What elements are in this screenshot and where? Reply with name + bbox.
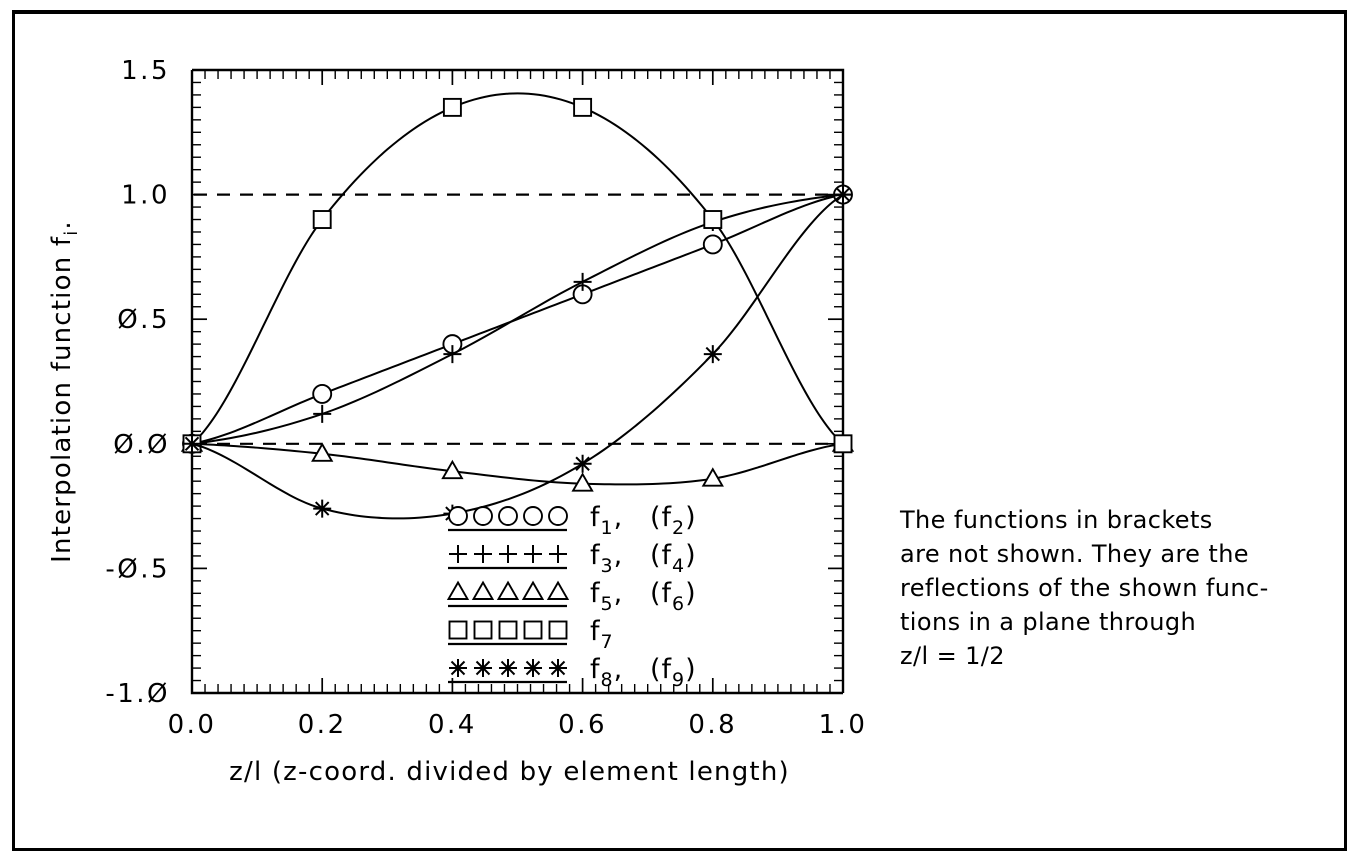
legend-entry-f1: f1, (f2) [448,502,697,539]
datapoint-f7-3 [573,97,593,117]
legend-marker-square [448,620,468,640]
datapoint-f7-5 [833,434,853,454]
note-line: tions in a plane through [900,608,1196,636]
legend-marker-circle [448,506,468,526]
legend-marker-square [548,620,568,640]
legend-entry-f5: f5, (f6) [446,578,697,615]
legend-marker-square [473,620,493,640]
x-tick-label: 0.0 [168,710,217,740]
legend-entry-f3: f3, (f4) [448,540,697,577]
legend-marker-triangle [546,580,570,600]
curve-f3 [191,193,844,445]
x-tick-label: 0.4 [428,710,477,740]
legend-entry-f7: f7 [448,616,614,653]
datapoint-f5-2 [441,459,464,480]
series-f8 [183,185,852,523]
note-line: The functions in brackets [899,506,1213,534]
datapoint-f5-1 [311,442,334,462]
note-line: z/l = 1/2 [900,642,1005,670]
datapoint-f1-4 [702,234,723,255]
y-tick-label: Ø.5 [117,305,170,335]
y-axis-title-text: Interpolation function fi. [47,220,82,563]
legend-marker-triangle [521,580,545,600]
datapoint-f7-4 [703,210,723,229]
x-tick-label: 0.8 [688,710,737,740]
datapoint-f3-2 [443,345,462,364]
y-tick-label: 1.0 [121,181,170,211]
legend-marker-triangle [496,580,520,600]
legend-label: f7 [590,616,614,653]
legend-marker-plus [449,545,467,563]
legend-marker-plus [549,545,567,563]
legend-bracket-label: (f2) [650,502,697,539]
legend-marker-circle [548,506,568,526]
legend-marker-star [524,659,542,677]
datapoint-f3-3 [573,272,592,291]
datapoint-f8-1 [313,499,332,518]
legend-label: f1, [590,502,623,539]
datapoint-f5-3 [571,472,594,492]
legend-marker-plus [499,545,517,563]
legend-marker-circle [473,506,493,526]
legend-marker-star [474,659,492,677]
curve-f8 [191,193,844,520]
legend-label: f5, [590,578,623,615]
y-tick-label: 1.5 [121,56,170,86]
x-tick-label: 0.6 [558,710,607,740]
curve-f5 [191,442,844,486]
series-f7 [182,92,853,454]
legend-bracket-label: (f9) [650,654,697,691]
datapoint-f1-1 [312,384,333,404]
datapoint-f8-3 [573,454,592,473]
series-f1 [182,184,853,454]
datapoint-f8-5 [834,185,852,204]
legend-marker-square [498,620,518,640]
legend-marker-star [549,659,567,677]
y-tick-label: Ø.Ø [113,430,170,460]
x-tick-label: 0.2 [298,710,347,740]
legend-label: f3, [590,540,623,577]
datapoint-f7-1 [312,210,332,229]
legend-entry-f8: f8, (f9) [448,654,697,691]
note-block: The functions in brackets are not shown. … [899,506,1269,670]
x-axis-title-text: z/l (z-coord. divided by element length) [229,757,790,787]
y-tick-label: -1.Ø [105,679,170,709]
curve-f7 [191,92,844,445]
legend-marker-square [523,620,543,640]
legend-marker-star [449,659,467,677]
y-tick-label: -Ø.5 [105,554,170,584]
datapoint-f7-2 [442,97,462,117]
y-axis-title-group: Interpolation function fi. [47,220,82,563]
datapoint-f8-4 [703,345,722,364]
legend-marker-circle [498,506,518,526]
x-tick-label: 1.0 [819,710,868,740]
legend-bracket-label: (f4) [650,540,697,577]
note-line: reflections of the shown func- [900,574,1269,602]
datapoint-f8-0 [183,434,201,453]
legend-marker-triangle [446,580,470,600]
legend-marker-plus [474,545,492,563]
legend-marker-star [499,659,517,677]
curve-f1 [191,193,844,445]
legend-marker-circle [523,506,543,526]
legend-marker-triangle [471,580,495,600]
legend-bracket-label: (f6) [650,578,697,615]
datapoint-f5-4 [701,467,724,487]
legend-marker-plus [524,545,542,563]
note-line: are not shown. They are the [900,540,1249,568]
datapoint-f3-1 [313,404,332,423]
